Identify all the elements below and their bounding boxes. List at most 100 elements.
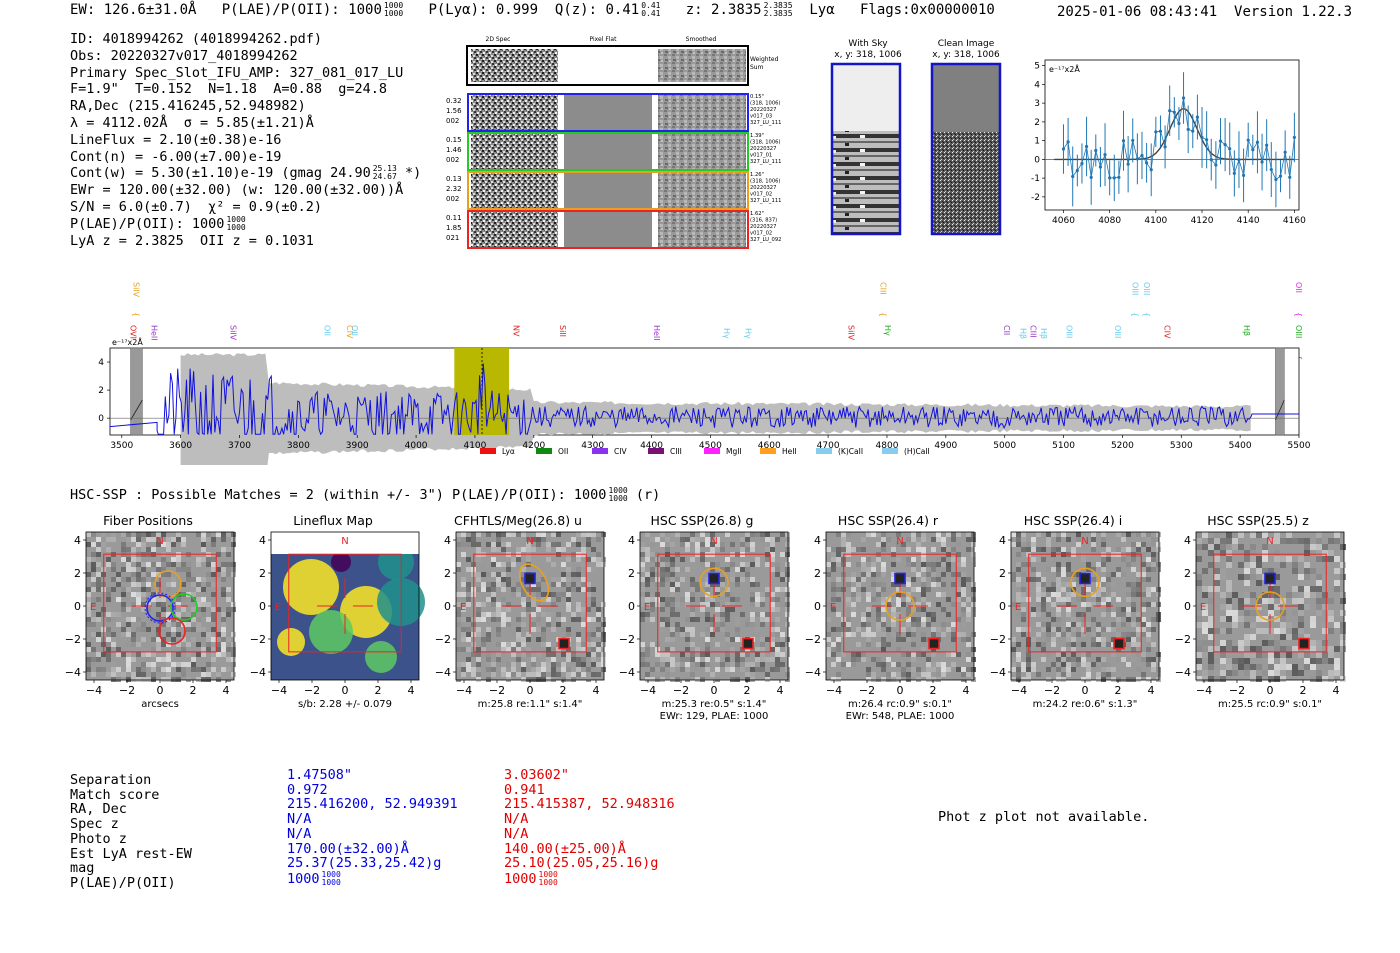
thumbnail-pixel [531, 547, 536, 552]
thumbnail-pixel [941, 632, 946, 637]
thumbnail-pixel [226, 642, 231, 647]
thumbnail-pixel [650, 557, 655, 562]
thumbnail-pixel [851, 602, 856, 607]
thumbnail-pixel [1292, 598, 1298, 604]
thumbnail-pixel [461, 662, 466, 667]
thumbnail-pixel [916, 667, 921, 672]
cutout-row-frame [467, 210, 749, 249]
thumbnail-pixel [1286, 634, 1292, 640]
thumbnail-pixel [906, 622, 911, 627]
thumbnail-pixel [501, 547, 506, 552]
thumbnail-pixel [471, 532, 476, 537]
thumbnail-pixel [886, 542, 891, 547]
thumbnail-pixel [660, 562, 665, 567]
thumbnail-pixel [966, 547, 971, 552]
thumbnail-pixel [1226, 550, 1232, 556]
thumbnail-pixel [201, 597, 206, 602]
thumbnail-pixel [546, 622, 551, 627]
thumbnail-pixel [966, 532, 971, 537]
zoom-x-tick-label: 4120 [1191, 216, 1214, 226]
thumbnail-pixel [201, 607, 206, 612]
thumb-x-tick-label: 2 [375, 684, 382, 697]
thumbnail-pixel [1076, 647, 1081, 652]
thumbnail-pixel [576, 582, 581, 587]
thumbnail-pixel [866, 667, 871, 672]
thumbnail-pixel [161, 567, 166, 572]
cutout-left-label: 1.46 [446, 146, 462, 154]
thumbnail-pixel [96, 667, 101, 672]
thumbnail-pixel [566, 542, 571, 547]
thumbnail-pixel [536, 637, 541, 642]
thumbnail-pixel [745, 617, 750, 622]
thumbnail-pixel [770, 652, 775, 657]
thumbnail-pixel [640, 647, 645, 652]
thumbnail-pixel [576, 652, 581, 657]
thumbnail-pixel [770, 537, 775, 542]
thumbnail-pixel [946, 622, 951, 627]
thumbnail-pixel [760, 592, 765, 597]
thumbnail-pixel [680, 567, 685, 572]
thumbnail-pixel [501, 572, 506, 577]
thumbnail-pixel [645, 647, 650, 652]
thumbnail-pixel [971, 552, 976, 557]
thumbnail-pixel [1131, 587, 1136, 592]
thumbnail-pixel [136, 677, 141, 682]
thumbnail-pixel [785, 602, 790, 607]
thumbnail-pixel [126, 532, 131, 537]
thumbnail-pixel [476, 677, 481, 682]
thumbnail-pixel [536, 592, 541, 597]
thumbnail-pixel [196, 587, 201, 592]
thumbnail-pixel [151, 572, 156, 577]
thumbnail-pixel [961, 607, 966, 612]
thumbnail-pixel [476, 662, 481, 667]
cutout-left-label: 1.85 [446, 224, 462, 232]
thumbnail-pixel [231, 647, 236, 652]
thumbnail-pixel [1046, 622, 1051, 627]
thumbnail-pixel [541, 537, 546, 542]
thumbnail-pixel [1121, 577, 1126, 582]
thumbnail-pixel [1214, 676, 1220, 682]
thumbnail-pixel [1268, 586, 1274, 592]
thumbnail-pixel [1096, 592, 1101, 597]
thumbnail-pixel [1202, 604, 1208, 610]
thumbnail-pixel [141, 677, 146, 682]
east-label: E [460, 602, 466, 613]
thumbnail-pixel [1156, 602, 1161, 607]
lineflux-blob [283, 559, 339, 615]
thumbnail-pixel [725, 557, 730, 562]
thumbnail-pixel [566, 632, 571, 637]
thumbnail-pixel [1021, 587, 1026, 592]
thumbnail-pixel [546, 667, 551, 672]
thumbnail-pixel [576, 602, 581, 607]
thumbnail-pixel [1046, 677, 1051, 682]
thumbnail-pixel [1061, 582, 1066, 587]
thumbnail-pixel [466, 587, 471, 592]
thumbnail-pixel [1280, 616, 1286, 622]
cutout-right-label: (316, 837) [750, 218, 777, 224]
thumbnail-pixel [695, 662, 700, 667]
thumbnail-pixel [705, 657, 710, 662]
thumbnail-pixel [476, 632, 481, 637]
thumbnail-pixel [581, 612, 586, 617]
thumb-y-tick-label: −2 [619, 633, 635, 646]
thumbnail-pixel [1081, 612, 1086, 617]
thumbnail-pixel [191, 662, 196, 667]
thumbnail-pixel [581, 622, 586, 627]
thumbnail-pixel [735, 657, 740, 662]
spectral-line-tick: { [1294, 312, 1303, 317]
thumbnail-pixel [506, 622, 511, 627]
match-value: 25.10(25.05,25.16)g [504, 855, 659, 872]
thumbnail-pixel [780, 632, 785, 637]
match-value: 170.00(±32.00)Å [287, 840, 409, 857]
thumbnail-pixel [891, 587, 896, 592]
thumbnail-pixel [1141, 567, 1146, 572]
thumbnail-pixel [871, 677, 876, 682]
thumbnail-pixel [101, 542, 106, 547]
thumbnail-pixel [521, 592, 526, 597]
thumbnail-pixel [750, 672, 755, 677]
thumb-y-tick-label: 4 [999, 534, 1006, 547]
thumbnail-pixel [211, 582, 216, 587]
thumb-x-tick-label: −4 [1196, 684, 1212, 697]
thumbnail-pixel [730, 542, 735, 547]
